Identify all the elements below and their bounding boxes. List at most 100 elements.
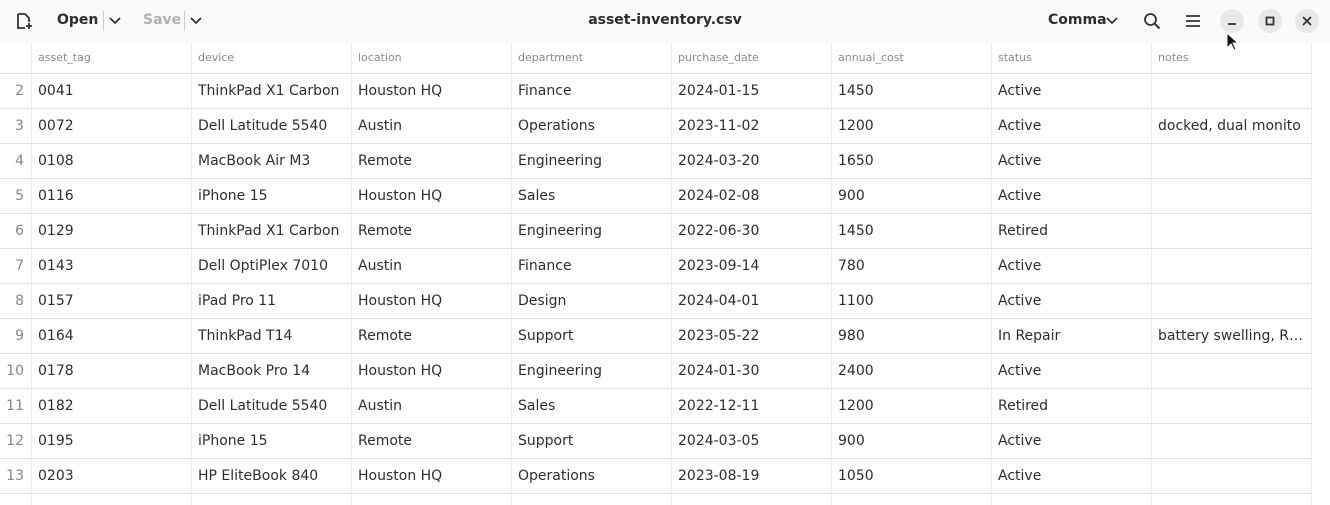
table-cell: 2022-06-30 [678, 223, 760, 239]
table-cell: Remote [358, 433, 413, 449]
search-button[interactable] [1143, 12, 1161, 30]
column-header[interactable]: location [358, 51, 402, 64]
row-number: 11 [6, 398, 24, 414]
table-cell: Austin [358, 398, 402, 414]
table-cell: Retired [998, 398, 1049, 414]
open-button[interactable]: Open [57, 12, 99, 28]
column-divider [31, 43, 32, 505]
table-cell: Active [998, 118, 1042, 134]
row-number: 7 [15, 258, 24, 274]
table-cell: Houston HQ [358, 188, 443, 204]
table-cell: Active [998, 293, 1042, 309]
table-cell: 0164 [38, 328, 74, 344]
row-number: 10 [6, 363, 24, 379]
table-cell: Remote [358, 328, 413, 344]
column-header[interactable]: status [998, 51, 1032, 64]
table-cell: Active [998, 468, 1042, 484]
table-cell: 780 [838, 258, 865, 274]
menu-button[interactable] [1184, 13, 1202, 29]
column-header[interactable]: purchase_date [678, 51, 759, 64]
column-header[interactable]: annual_cost [838, 51, 904, 64]
table-cell: ThinkPad T14 [198, 328, 293, 344]
table-cell: 2024-01-15 [678, 83, 760, 99]
row-number: 2 [15, 83, 24, 99]
header-bar: Open Save asset-inventory.csv Comma [0, 0, 1330, 43]
table-cell: Finance [518, 83, 572, 99]
table-cell: 1200 [838, 398, 874, 414]
table-cell: 980 [838, 328, 865, 344]
table-cell: 0157 [38, 293, 74, 309]
table-cell: Active [998, 363, 1042, 379]
table-cell: 0041 [38, 83, 74, 99]
table-cell: Austin [358, 258, 402, 274]
table-cell: Dell OptiPlex 7010 [198, 258, 328, 274]
table-cell: 0129 [38, 223, 74, 239]
row-number: 13 [6, 468, 24, 484]
table-cell: Houston HQ [358, 468, 443, 484]
table-cell: Support [518, 433, 574, 449]
table-cell: 1100 [838, 293, 874, 309]
column-header[interactable]: department [518, 51, 584, 64]
row-number: 3 [15, 118, 24, 134]
table-cell: 1450 [838, 223, 874, 239]
row-divider [0, 213, 1312, 214]
row-divider [0, 318, 1312, 319]
table-cell: Active [998, 188, 1042, 204]
row-divider [0, 178, 1312, 179]
table-cell: Sales [518, 188, 556, 204]
table-cell: 1200 [838, 118, 874, 134]
table-cell: Active [998, 153, 1042, 169]
table-cell: ThinkPad X1 Carbon [198, 223, 340, 239]
column-header[interactable]: asset_tag [38, 51, 91, 64]
table-cell: iPhone 15 [198, 433, 268, 449]
column-divider [351, 43, 352, 505]
table-cell: battery swelling, R… [1158, 328, 1302, 344]
column-divider [991, 43, 992, 505]
delimiter-dropdown[interactable]: Comma [1048, 12, 1107, 28]
table-cell: 0108 [38, 153, 74, 169]
table-cell: 2024-03-05 [678, 433, 760, 449]
dropdown-arrow [1106, 17, 1118, 25]
column-divider [1311, 43, 1312, 505]
row-divider [0, 493, 1312, 494]
table-cell: Retired [998, 223, 1049, 239]
row-divider [0, 248, 1312, 249]
row-number: 5 [15, 188, 24, 204]
column-divider [831, 43, 832, 505]
table-cell: 2023-05-22 [678, 328, 760, 344]
row-divider [0, 458, 1312, 459]
table-cell: 0116 [38, 188, 74, 204]
table-cell: iPhone 15 [198, 188, 268, 204]
new-button[interactable] [12, 10, 36, 32]
table-cell: Dell Latitude 5540 [198, 118, 328, 134]
table-cell: 0182 [38, 398, 74, 414]
table-cell: Houston HQ [358, 83, 443, 99]
column-header[interactable]: device [198, 51, 235, 64]
table-cell: Remote [358, 223, 413, 239]
row-divider [0, 423, 1312, 424]
column-divider [671, 43, 672, 505]
row-number: 4 [15, 153, 24, 169]
table-cell: Operations [518, 468, 595, 484]
open-menu-button[interactable] [108, 15, 122, 27]
table-cell: Active [998, 433, 1042, 449]
new-icon [17, 13, 32, 29]
table-cell: 0195 [38, 433, 74, 449]
column-header[interactable]: notes [1158, 51, 1189, 64]
column-divider [511, 43, 512, 505]
table-cell: MacBook Air M3 [198, 153, 311, 169]
table-cell: Operations [518, 118, 595, 134]
row-number: 9 [15, 328, 24, 344]
table-cell: 1050 [838, 468, 874, 484]
csv-table: asset_tag device location department purchas… [0, 43, 1330, 505]
table-cell: In Repair [998, 328, 1061, 344]
save-menu-button[interactable] [189, 15, 203, 27]
table-cell: MacBook Pro 14 [198, 363, 311, 379]
table-cell: Engineering [518, 223, 602, 239]
close-button[interactable] [1295, 9, 1319, 33]
table-cell: 900 [838, 433, 865, 449]
save-button[interactable]: Save [143, 12, 182, 28]
minimize-button[interactable] [1220, 9, 1244, 33]
table-cell: 0143 [38, 258, 74, 274]
maximize-button[interactable] [1258, 9, 1282, 33]
